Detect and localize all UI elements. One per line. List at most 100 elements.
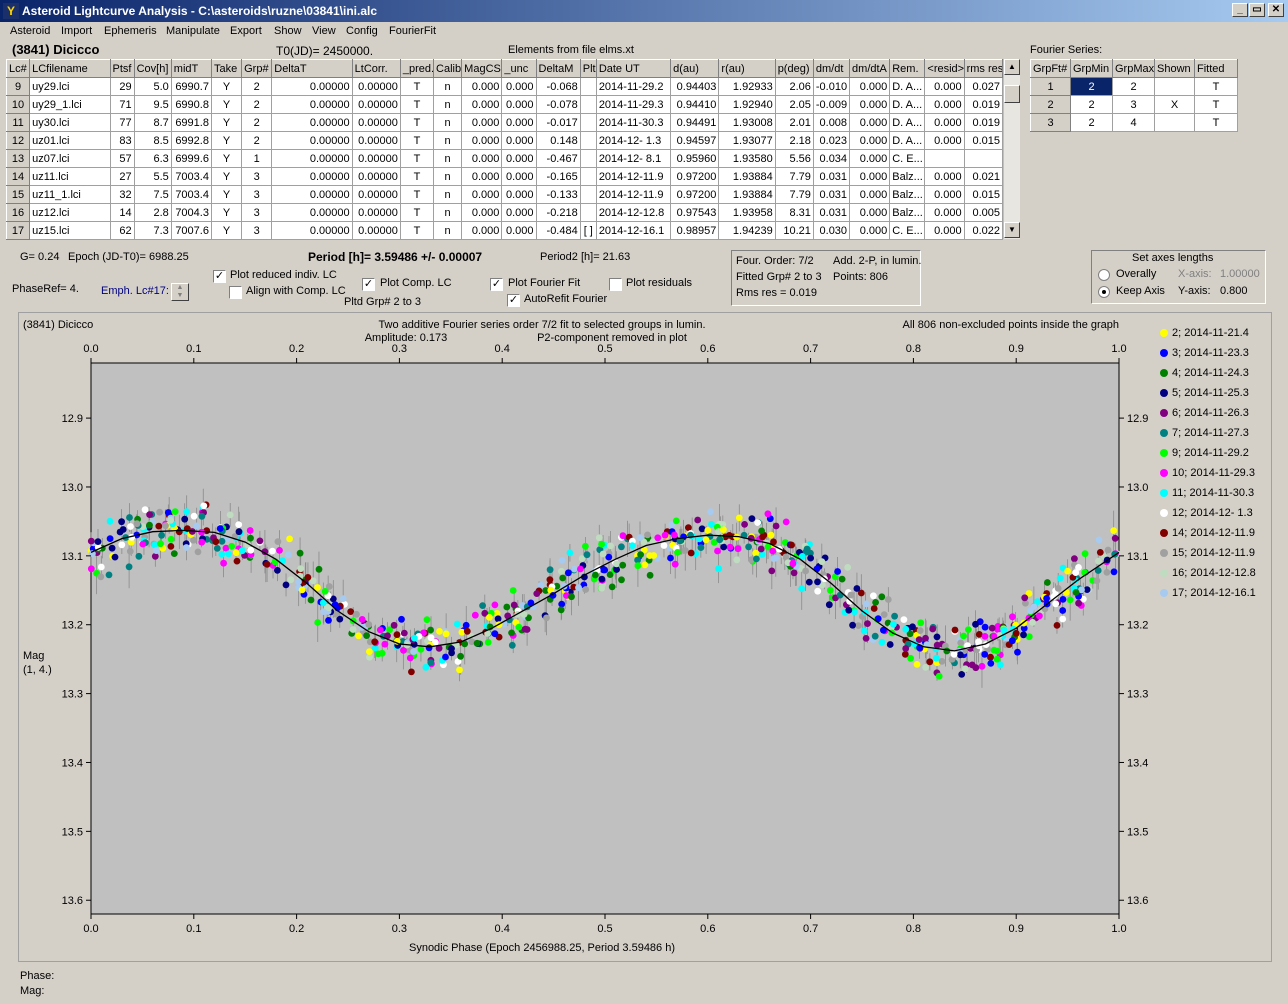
lc-cell[interactable]: 0.000 <box>461 149 503 168</box>
lc-cell[interactable]: 0.00000 <box>271 149 353 168</box>
lc-column-header[interactable]: LtCorr. <box>351 59 401 78</box>
lc-column-header[interactable]: DeltaM <box>535 59 581 78</box>
lc-cell[interactable]: 8.31 <box>774 203 814 222</box>
lc-cell[interactable]: 0.021 <box>963 167 1004 186</box>
lc-cell[interactable]: 0.000 <box>461 167 503 186</box>
lc-cell[interactable]: -0.009 <box>812 95 851 114</box>
lc-cell[interactable]: 0.000 <box>501 185 537 204</box>
lc-cell[interactable]: 0.00000 <box>351 203 401 222</box>
lc-cell[interactable]: T <box>399 131 435 150</box>
fourier-cell[interactable]: T <box>1194 113 1238 132</box>
fourier-column-header[interactable]: GrpFt# <box>1030 59 1071 78</box>
lc-cell[interactable]: T <box>399 185 435 204</box>
lc-cell[interactable]: 0.00000 <box>271 95 353 114</box>
lc-cell[interactable]: 2014-12- 8.1 <box>595 149 672 168</box>
lc-row-number[interactable]: 14 <box>5 167 31 186</box>
plot-comp-checkbox[interactable]: ✓ <box>362 278 375 291</box>
fourier-row-number[interactable]: 1 <box>1030 77 1071 96</box>
lc-cell[interactable]: n <box>433 95 463 114</box>
lc-cell[interactable]: 0.000 <box>501 131 537 150</box>
lc-column-header[interactable]: dm/dt <box>812 59 851 78</box>
lc-cell[interactable]: 0.000 <box>849 167 891 186</box>
lc-cell[interactable]: -0.078 <box>535 95 581 114</box>
lc-cell[interactable]: 0.030 <box>812 221 851 240</box>
lc-cell[interactable]: n <box>433 77 463 96</box>
lc-cell[interactable]: 7004.3 <box>170 203 212 222</box>
lc-cell[interactable]: 0.023 <box>812 131 851 150</box>
lc-cell[interactable]: uy29_1.lci <box>29 95 111 114</box>
lc-row-number[interactable]: 13 <box>5 149 31 168</box>
lc-cell[interactable]: 0.000 <box>501 77 537 96</box>
lc-cell[interactable]: 6.3 <box>133 149 172 168</box>
menu-import[interactable]: Import <box>61 25 93 37</box>
fourier-cell[interactable]: T <box>1194 77 1238 96</box>
lc-cell[interactable]: 6990.7 <box>170 77 212 96</box>
lc-cell[interactable]: D. A... <box>889 131 926 150</box>
lc-cell[interactable]: 0.000 <box>461 95 503 114</box>
lc-cell[interactable]: 0.94491 <box>670 113 720 132</box>
autorefit-checkbox[interactable]: ✓ <box>507 294 520 307</box>
lc-cell[interactable]: 2 <box>241 95 273 114</box>
lc-table-row[interactable]: 10 uy29_1.lci 71 9.5 6990.8 Y 2 0.00000 0.00000 T… <box>5 95 1004 114</box>
lc-cell[interactable]: 0.022 <box>963 221 1004 240</box>
lc-cell[interactable]: 2.06 <box>774 77 814 96</box>
lc-cell[interactable]: 0.000 <box>501 113 537 132</box>
lc-cell[interactable]: Y <box>210 203 243 222</box>
lc-cell[interactable] <box>924 149 965 168</box>
lc-row-number[interactable]: 10 <box>5 95 31 114</box>
menu-config[interactable]: Config <box>346 25 378 37</box>
lc-cell[interactable]: C. E... <box>889 221 926 240</box>
lc-cell[interactable]: 0.00000 <box>351 131 401 150</box>
lc-cell[interactable]: 0.000 <box>849 95 891 114</box>
keep-axis-radio[interactable] <box>1098 286 1110 298</box>
menu-show[interactable]: Show <box>274 25 302 37</box>
lc-cell[interactable]: 29 <box>109 77 135 96</box>
fourier-cell[interactable]: X <box>1154 95 1195 114</box>
lc-cell[interactable]: 1.92933 <box>718 77 776 96</box>
lc-cell[interactable]: 0.00000 <box>351 167 401 186</box>
lc-cell[interactable]: 5.5 <box>133 167 172 186</box>
lc-cell[interactable]: 0.000 <box>849 149 891 168</box>
lc-cell[interactable]: 7003.4 <box>170 185 212 204</box>
fourier-cell[interactable] <box>1154 77 1195 96</box>
lc-cell[interactable]: 0.00000 <box>271 113 353 132</box>
lc-cell[interactable]: 0.000 <box>501 149 537 168</box>
lc-column-header[interactable]: _pred. <box>399 59 435 78</box>
lc-cell[interactable]: 0.019 <box>963 95 1004 114</box>
lc-cell[interactable]: -0.017 <box>535 113 581 132</box>
lc-cell[interactable]: 9.5 <box>133 95 172 114</box>
fourier-cell[interactable]: 3 <box>1112 95 1155 114</box>
lc-cell[interactable]: 0.000 <box>924 131 965 150</box>
lc-cell[interactable]: 2014-12- 1.3 <box>595 131 672 150</box>
lc-column-header[interactable]: Rem. <box>889 59 926 78</box>
lightcurve-table-scrollbar[interactable]: ▲ ▼ <box>1003 59 1020 239</box>
plot-reduced-checkbox[interactable]: ✓ <box>213 270 226 283</box>
lc-cell[interactable]: 0.97200 <box>670 167 720 186</box>
lc-cell[interactable]: -0.068 <box>535 77 581 96</box>
lc-cell[interactable]: 7.79 <box>774 185 814 204</box>
align-comp-checkbox[interactable] <box>229 286 242 299</box>
lc-cell[interactable]: 0.00000 <box>271 131 353 150</box>
lc-cell[interactable]: 0.000 <box>501 203 537 222</box>
lc-cell[interactable]: 57 <box>109 149 135 168</box>
lc-cell[interactable]: 0.008 <box>812 113 851 132</box>
lc-cell[interactable]: 7007.6 <box>170 221 212 240</box>
lc-cell[interactable]: 0.005 <box>963 203 1004 222</box>
lc-cell[interactable]: 6999.6 <box>170 149 212 168</box>
lc-cell[interactable]: 0.000 <box>501 167 537 186</box>
lc-column-header[interactable]: Ptsf <box>109 59 135 78</box>
fourier-column-header[interactable]: Fitted <box>1194 59 1238 78</box>
menu-asteroid[interactable]: Asteroid <box>10 25 51 37</box>
lc-column-header[interactable]: midT <box>170 59 212 78</box>
lc-cell[interactable]: 0.000 <box>461 185 503 204</box>
lc-cell[interactable] <box>579 167 597 186</box>
lc-cell[interactable]: 0.94410 <box>670 95 720 114</box>
lc-cell[interactable]: 0.97200 <box>670 185 720 204</box>
lc-cell[interactable]: 0.000 <box>924 221 965 240</box>
lc-cell[interactable]: 0.000 <box>924 167 965 186</box>
fourier-cell[interactable]: 2 <box>1070 95 1113 114</box>
lc-cell[interactable]: n <box>433 221 463 240</box>
